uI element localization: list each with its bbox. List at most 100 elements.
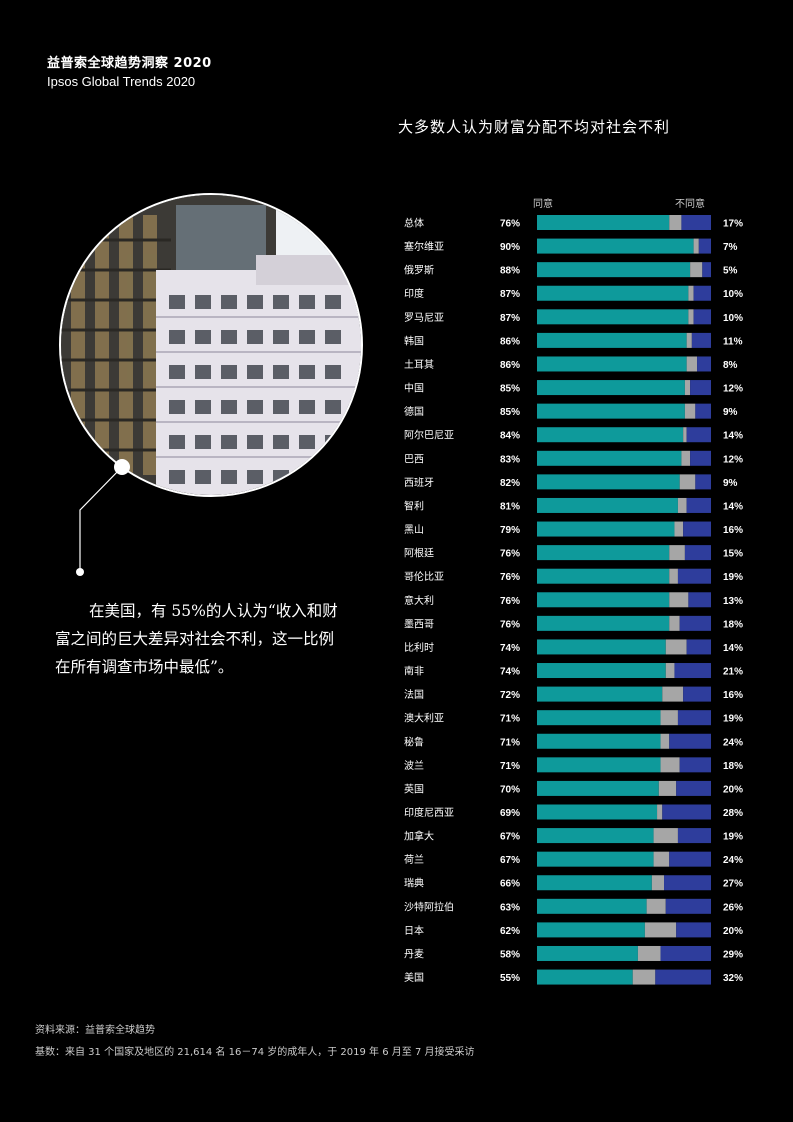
- agree-value-label: 74%: [500, 643, 520, 654]
- category-label: 黑山: [404, 524, 424, 536]
- bar-agree: [537, 592, 670, 608]
- bar-neutral: [644, 922, 677, 938]
- disagree-value-label: 21%: [723, 667, 743, 678]
- bar-neutral: [665, 639, 687, 655]
- bar-agree: [537, 851, 654, 867]
- bar-neutral: [662, 686, 684, 702]
- bar-neutral: [669, 615, 680, 631]
- bar-disagree: [679, 615, 711, 631]
- chart-title: 大多数人认为财富分配不均对社会不利: [398, 118, 671, 136]
- agree-value-label: 81%: [500, 501, 520, 512]
- disagree-value-label: 20%: [723, 926, 743, 937]
- bar-disagree: [683, 521, 711, 537]
- bar-disagree: [686, 497, 711, 513]
- category-label: 美国: [404, 971, 424, 984]
- agree-value-label: 76%: [500, 619, 520, 630]
- bar-agree: [537, 356, 687, 372]
- category-label: 印度尼西亚: [404, 806, 454, 819]
- callout-quote: 在美国，有 55%的人认为“收入和财富之间的巨大差异对社会不利，这一比例在所有调…: [55, 597, 345, 681]
- disagree-value-label: 26%: [723, 902, 743, 913]
- category-label: 瑞典: [404, 877, 424, 890]
- bar-disagree: [664, 875, 711, 891]
- disagree-value-label: 20%: [723, 784, 743, 795]
- agree-value-label: 85%: [500, 407, 520, 418]
- bar-disagree: [679, 757, 711, 773]
- disagree-value-label: 11%: [723, 336, 743, 347]
- bar-neutral: [684, 380, 691, 396]
- category-label: 韩国: [404, 334, 424, 347]
- bar-neutral: [660, 757, 680, 773]
- bar-agree: [537, 497, 678, 513]
- bar-disagree: [662, 804, 711, 820]
- bar-disagree: [669, 733, 711, 749]
- bar-agree: [537, 450, 682, 466]
- disagree-value-label: 19%: [723, 714, 743, 725]
- bar-agree: [537, 757, 661, 773]
- category-label: 俄罗斯: [404, 264, 434, 277]
- disagree-value-label: 8%: [723, 360, 738, 371]
- bar-agree: [537, 215, 670, 230]
- category-label: 印度: [404, 287, 424, 300]
- bar-agree: [537, 545, 670, 561]
- disagree-value-label: 19%: [723, 832, 743, 843]
- bar-disagree: [690, 450, 711, 466]
- agree-value-label: 71%: [500, 761, 520, 772]
- disagree-value-label: 24%: [723, 737, 743, 748]
- category-label: 巴西: [404, 453, 424, 465]
- agree-value-label: 76%: [500, 549, 520, 560]
- bar-agree: [537, 733, 661, 749]
- agree-value-label: 82%: [500, 478, 520, 489]
- agree-value-label: 90%: [500, 242, 520, 253]
- bar-neutral: [679, 474, 696, 490]
- disagree-value-label: 18%: [723, 761, 743, 772]
- category-label: 加拿大: [404, 830, 434, 843]
- category-label: 法国: [404, 688, 424, 701]
- bar-disagree: [686, 639, 711, 655]
- agree-value-label: 67%: [500, 855, 520, 866]
- agree-value-label: 67%: [500, 832, 520, 843]
- bar-disagree: [683, 686, 711, 702]
- category-label: 塞尔维亚: [404, 240, 444, 253]
- bar-disagree: [676, 780, 711, 796]
- category-label: 澳大利亚: [404, 712, 444, 725]
- bar-agree: [537, 804, 658, 820]
- bar-agree: [537, 780, 659, 796]
- bar-neutral: [637, 945, 661, 961]
- bar-agree: [537, 639, 666, 655]
- bar-disagree: [698, 238, 711, 254]
- agree-value-label: 76%: [500, 219, 520, 230]
- bar-neutral: [658, 780, 677, 796]
- category-label: 总体: [404, 217, 424, 230]
- bar-neutral: [686, 356, 698, 372]
- agree-value-label: 58%: [500, 949, 520, 960]
- category-label: 德国: [404, 405, 424, 418]
- connector-dot-large: [114, 459, 130, 475]
- disagree-value-label: 32%: [723, 973, 743, 984]
- bar-disagree: [697, 356, 711, 372]
- bar-neutral: [657, 804, 663, 820]
- agree-value-label: 87%: [500, 313, 520, 324]
- bar-disagree: [681, 215, 711, 230]
- agree-value-label: 62%: [500, 926, 520, 937]
- bar-neutral: [686, 332, 692, 348]
- bar-agree: [537, 427, 684, 443]
- bar-neutral: [690, 262, 703, 278]
- agree-value-label: 74%: [500, 667, 520, 678]
- agree-value-label: 84%: [500, 431, 520, 442]
- bar-neutral: [681, 450, 691, 466]
- category-label: 哥伦比亚: [404, 570, 444, 583]
- bar-neutral: [684, 403, 696, 419]
- bar-agree: [537, 945, 638, 961]
- bar-neutral: [665, 663, 675, 679]
- category-label: 丹麦: [404, 948, 424, 960]
- bar-agree: [537, 875, 652, 891]
- connector-dot-small: [76, 568, 84, 576]
- disagree-value-label: 16%: [723, 690, 743, 701]
- disagree-value-label: 14%: [723, 431, 743, 442]
- agree-value-label: 71%: [500, 714, 520, 725]
- bar-disagree: [690, 380, 711, 396]
- bar-disagree: [665, 898, 711, 914]
- disagree-value-label: 10%: [723, 313, 743, 324]
- disagree-value-label: 12%: [723, 384, 743, 395]
- bar-agree: [537, 686, 663, 702]
